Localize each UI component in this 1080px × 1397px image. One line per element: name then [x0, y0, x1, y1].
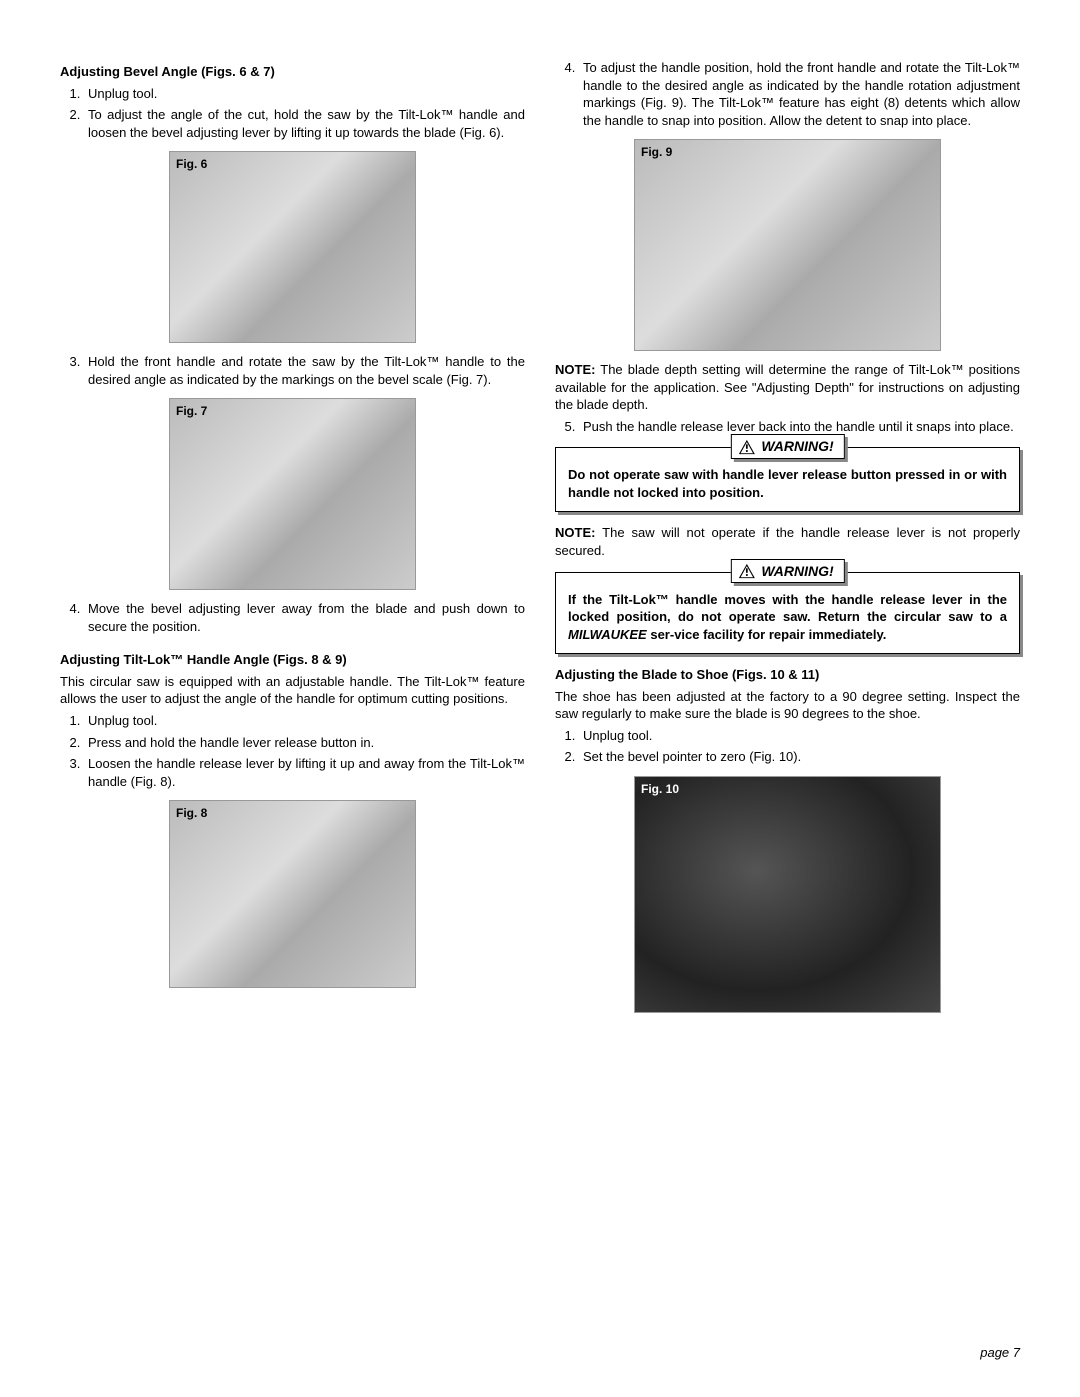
list-item: Set the bevel pointer to zero (Fig. 10).	[579, 748, 1020, 766]
warning-2-post: ser-vice facility for repair immediately…	[647, 627, 887, 642]
tiltlok-list: Unplug tool. Press and hold the handle l…	[60, 712, 525, 790]
list-item: Move the bevel adjusting lever away from…	[84, 600, 525, 635]
page-number: page 7	[980, 1344, 1020, 1362]
left-column: Adjusting Bevel Angle (Figs. 6 & 7) Unpl…	[60, 55, 525, 1367]
list-item: Unplug tool.	[84, 712, 525, 730]
list-item: Press and hold the handle lever release …	[84, 734, 525, 752]
figure-10: Fig. 10	[634, 776, 941, 1013]
heading-blade-shoe: Adjusting the Blade to Shoe (Figs. 10 & …	[555, 666, 1020, 684]
figure-6-label: Fig. 6	[176, 156, 207, 172]
figure-9-wrap: Fig. 9	[555, 139, 1020, 351]
note-blade-depth: NOTE: The blade depth setting will deter…	[555, 361, 1020, 414]
figure-9-image	[635, 140, 940, 350]
figure-8: Fig. 8	[169, 800, 416, 988]
note-handle-lever: NOTE: The saw will not operate if the ha…	[555, 524, 1020, 559]
figure-10-image	[635, 777, 940, 1012]
figure-8-image	[170, 801, 415, 987]
list-item: Unplug tool.	[84, 85, 525, 103]
note-text: The saw will not operate if the handle r…	[555, 525, 1020, 558]
figure-6: Fig. 6	[169, 151, 416, 343]
warning-1-header: WARNING!	[730, 434, 844, 459]
blade-shoe-list: Unplug tool. Set the bevel pointer to ze…	[555, 727, 1020, 766]
warning-2: WARNING! If the Tilt-Lok™ handle moves w…	[555, 572, 1020, 655]
blade-shoe-intro: The shoe has been adjusted at the factor…	[555, 688, 1020, 723]
figure-9-label: Fig. 9	[641, 144, 672, 160]
list-item: Unplug tool.	[579, 727, 1020, 745]
figure-6-image	[170, 152, 415, 342]
heading-bevel-angle: Adjusting Bevel Angle (Figs. 6 & 7)	[60, 63, 525, 81]
note-label: NOTE:	[555, 525, 595, 540]
brand-name: MILWAUKEE	[568, 627, 647, 642]
tiltlok-intro: This circular saw is equipped with an ad…	[60, 673, 525, 708]
bevel-list-1b: Hold the front handle and rotate the saw…	[60, 353, 525, 388]
list-item: Loosen the handle release lever by lifti…	[84, 755, 525, 790]
figure-9: Fig. 9	[634, 139, 941, 351]
warning-1: WARNING! Do not operate saw with handle …	[555, 447, 1020, 512]
figure-10-wrap: Fig. 10	[555, 776, 1020, 1013]
list-item: Hold the front handle and rotate the saw…	[84, 353, 525, 388]
list-item: Push the handle release lever back into …	[579, 418, 1020, 436]
heading-tiltlok: Adjusting Tilt-Lok™ Handle Angle (Figs. …	[60, 651, 525, 669]
warning-2-pre: If the Tilt-Lok™ handle moves with the h…	[568, 592, 1007, 625]
tiltlok-list-5: Push the handle release lever back into …	[555, 418, 1020, 436]
figure-6-wrap: Fig. 6	[60, 151, 525, 343]
list-item: To adjust the angle of the cut, hold the…	[84, 106, 525, 141]
bevel-list-1c: Move the bevel adjusting lever away from…	[60, 600, 525, 635]
figure-7-image	[170, 399, 415, 589]
right-column: To adjust the handle position, hold the …	[555, 55, 1020, 1367]
warning-2-body: If the Tilt-Lok™ handle moves with the h…	[556, 573, 1019, 654]
note-text: The blade depth setting will determine t…	[555, 362, 1020, 412]
figure-7: Fig. 7	[169, 398, 416, 590]
note-label: NOTE:	[555, 362, 595, 377]
figure-10-label: Fig. 10	[641, 781, 679, 797]
warning-2-header: WARNING!	[730, 559, 844, 584]
warning-2-title: WARNING!	[761, 562, 833, 581]
figure-8-label: Fig. 8	[176, 805, 207, 821]
warning-1-title: WARNING!	[761, 437, 833, 456]
warning-icon	[737, 439, 755, 455]
figure-7-wrap: Fig. 7	[60, 398, 525, 590]
warning-icon	[737, 563, 755, 579]
tiltlok-list-cont: To adjust the handle position, hold the …	[555, 59, 1020, 129]
figure-7-label: Fig. 7	[176, 403, 207, 419]
list-item: To adjust the handle position, hold the …	[579, 59, 1020, 129]
bevel-list-1: Unplug tool. To adjust the angle of the …	[60, 85, 525, 142]
figure-8-wrap: Fig. 8	[60, 800, 525, 988]
